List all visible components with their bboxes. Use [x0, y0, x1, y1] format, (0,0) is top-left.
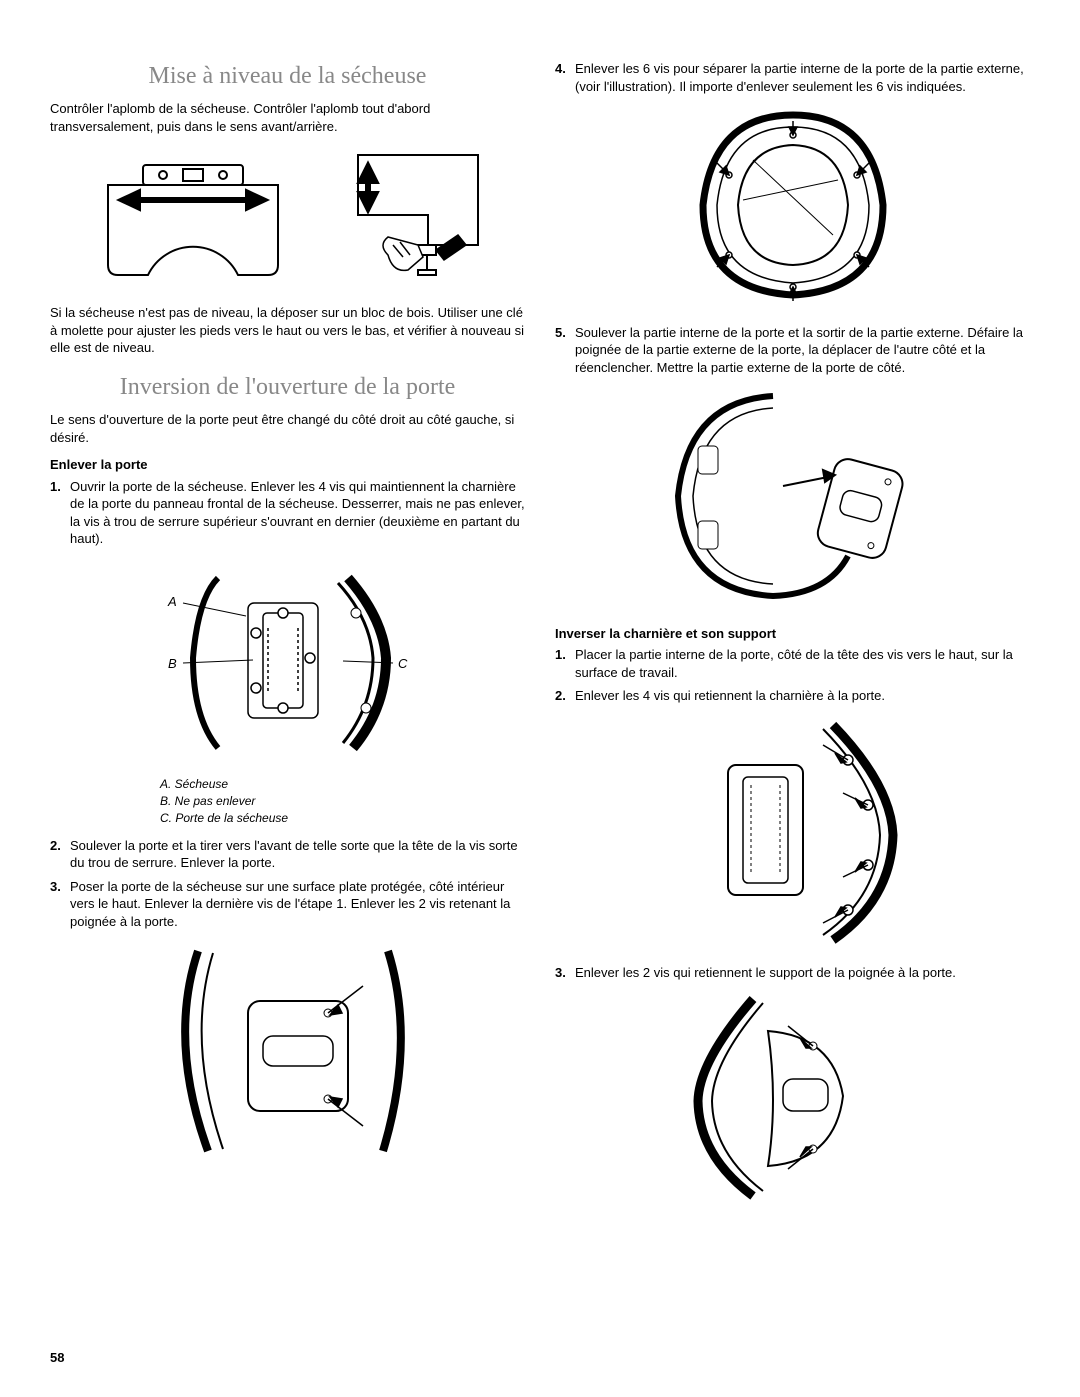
step-text: Enlever les 2 vis qui retiennent le supp… — [575, 964, 1030, 982]
section2-p1: Le sens d'ouverture de la porte peut êtr… — [50, 411, 525, 446]
step-num: 1. — [555, 646, 575, 681]
cap-a: A. Sécheuse — [160, 776, 525, 793]
subhead-remove-door: Enlever la porte — [50, 456, 525, 474]
step-text: Soulever la porte et la tirer vers l'ava… — [70, 837, 525, 872]
step-num: 2. — [50, 837, 70, 872]
step-4: 4. Enlever les 6 vis pour séparer la par… — [555, 60, 1030, 95]
figure-handle-screws — [50, 941, 525, 1166]
step-2: 2. Soulever la porte et la tirer vers l'… — [50, 837, 525, 872]
step-text: Soulever la partie interne de la porte e… — [575, 324, 1030, 377]
step-num: 4. — [555, 60, 575, 95]
svg-text:A: A — [167, 594, 177, 609]
figure-remove-handle — [555, 386, 1030, 611]
step-num: 5. — [555, 324, 575, 377]
svg-text:B: B — [168, 656, 177, 671]
svg-text:C: C — [398, 656, 408, 671]
section1-p1: Contrôler l'aplomb de la sécheuse. Contr… — [50, 100, 525, 135]
figure-caption: A. Sécheuse B. Ne pas enlever C. Porte d… — [160, 776, 525, 826]
section2-title: Inversion de l'ouverture de la porte — [50, 371, 525, 403]
page-number: 58 — [50, 1349, 64, 1367]
step-1: 1. Ouvrir la porte de la sécheuse. Enlev… — [50, 478, 525, 548]
step-text: Ouvrir la porte de la sécheuse. Enlever … — [70, 478, 525, 548]
step-text: Poser la porte de la sécheuse sur une su… — [70, 878, 525, 931]
step-text: Enlever les 4 vis qui retiennent la char… — [575, 687, 1030, 705]
figure-leveling — [50, 145, 525, 290]
subhead-reverse-hinge: Inverser la charnière et son support — [555, 625, 1030, 643]
step-3: 3. Poser la porte de la sécheuse sur une… — [50, 878, 525, 931]
step-text: Placer la partie interne de la porte, cô… — [575, 646, 1030, 681]
r-step-2: 2. Enlever les 4 vis qui retiennent la c… — [555, 687, 1030, 705]
figure-handle-support — [555, 991, 1030, 1206]
section1-p2: Si la sécheuse n'est pas de niveau, la d… — [50, 304, 525, 357]
step-num: 2. — [555, 687, 575, 705]
step-text: Enlever les 6 vis pour séparer la partie… — [575, 60, 1030, 95]
section1-title: Mise à niveau de la sécheuse — [50, 60, 525, 92]
figure-hinge-labels: A B C — [50, 558, 525, 763]
step-5: 5. Soulever la partie interne de la port… — [555, 324, 1030, 377]
r-step-1: 1. Placer la partie interne de la porte,… — [555, 646, 1030, 681]
figure-six-screws — [555, 105, 1030, 310]
step-num: 3. — [555, 964, 575, 982]
cap-b: B. Ne pas enlever — [160, 793, 525, 810]
left-column: Mise à niveau de la sécheuse Contrôler l… — [50, 60, 525, 1220]
step-num: 3. — [50, 878, 70, 931]
right-column: 4. Enlever les 6 vis pour séparer la par… — [555, 60, 1030, 1220]
r-step-3: 3. Enlever les 2 vis qui retiennent le s… — [555, 964, 1030, 982]
figure-hinge-4screws — [555, 715, 1030, 950]
step-num: 1. — [50, 478, 70, 548]
cap-c: C. Porte de la sécheuse — [160, 810, 525, 827]
